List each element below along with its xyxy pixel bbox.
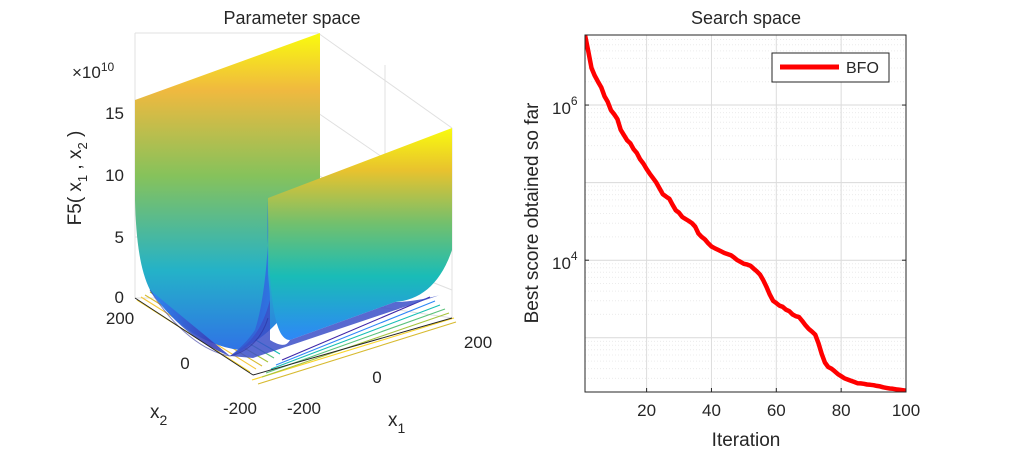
surface-floor-axes <box>134 297 453 376</box>
y-axis-label: x2 <box>150 402 168 428</box>
x-axis-label: x1 <box>388 410 406 436</box>
z-multiplier: ×1010 <box>72 60 115 82</box>
surface-front-base <box>230 295 440 358</box>
x-tick-label: 100 <box>892 401 920 420</box>
y-axis-label: Best score obtained so far <box>522 102 543 323</box>
z-tick-label: 10 <box>105 166 124 185</box>
legend: BFO <box>771 52 890 83</box>
y-tick-labels: 106 104 <box>552 94 578 273</box>
y-tick-label: -200 <box>223 399 257 418</box>
legend-label: BFO <box>846 60 879 77</box>
x-tick-label: -200 <box>287 399 321 418</box>
series-line-bfo <box>585 35 906 392</box>
y-tick-label: 106 <box>552 94 578 118</box>
line-chart: Search space 20 40 60 80 100 106 104 Iteratio… <box>522 8 920 451</box>
surface-front-wall <box>268 128 452 340</box>
z-axis-label: F5( x1 , x2 ) <box>65 131 90 226</box>
y-tick-label: 0 <box>180 354 189 373</box>
z-tick-label: 0 <box>115 288 124 307</box>
surface-z-axis: 15 10 5 0 ×1010 F5( x1 , x2 ) <box>65 60 124 307</box>
x-tick-label: 20 <box>637 401 656 420</box>
surface-chart: Parameter space <box>65 8 492 436</box>
ticks <box>585 104 907 392</box>
surface-x-axis: -200 0 200 x1 <box>287 333 492 436</box>
plot-frame <box>584 34 907 393</box>
surface-valley <box>150 200 270 356</box>
x-tick-label: 0 <box>372 368 381 387</box>
x-tick-label: 40 <box>702 401 721 420</box>
y-tick-label: 104 <box>552 249 578 273</box>
x-axis-label: Iteration <box>712 430 781 451</box>
z-tick-label: 5 <box>115 228 124 247</box>
line-chart-title: Search space <box>691 8 801 28</box>
surface-chart-title: Parameter space <box>223 8 360 28</box>
x-tick-labels: 20 40 60 80 100 <box>637 401 920 420</box>
series-layer <box>585 35 906 392</box>
x-tick-label: 60 <box>767 401 786 420</box>
surface-y-axis: 200 0 -200 x2 <box>106 309 257 428</box>
z-tick-label: 15 <box>105 104 124 123</box>
x-tick-label: 80 <box>832 401 851 420</box>
y-tick-label: 200 <box>106 309 134 328</box>
x-tick-label: 200 <box>464 333 492 352</box>
